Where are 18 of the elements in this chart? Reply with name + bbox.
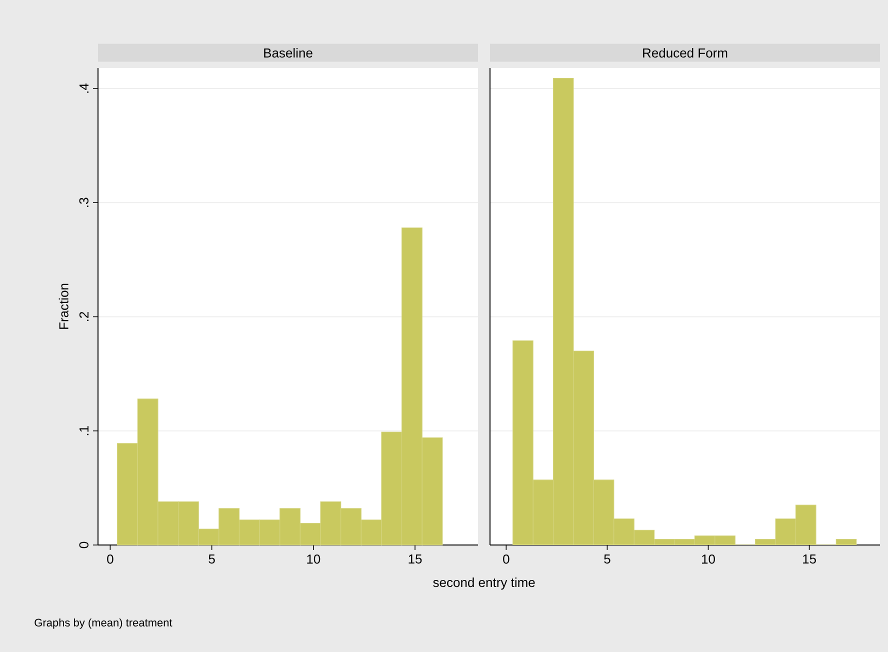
y-tick-label: .3 — [79, 198, 88, 207]
y-tick-label: .2 — [79, 312, 88, 321]
chart-title: Baseline — [264, 48, 312, 58]
y-axis-title: Fraction — [58, 284, 68, 329]
x-tick-label: 10 — [307, 554, 320, 564]
chart-title: Reduced Form — [643, 48, 728, 58]
x-tick-label: 0 — [503, 554, 510, 564]
x-tick-label: 10 — [702, 554, 715, 564]
x-tick-label: 5 — [604, 554, 610, 564]
x-tick-label: 15 — [408, 554, 422, 564]
y-tick-label: .1 — [80, 426, 88, 436]
x-axis-title: second entry time — [433, 578, 535, 590]
x-tick-label: 5 — [208, 554, 215, 564]
y-tick-label: .4 — [80, 83, 88, 93]
text: Graphs by (mean) treatment — [34, 618, 172, 629]
y-tick-label: 0 — [79, 542, 88, 548]
x-tick-label: 0 — [107, 554, 114, 564]
x-tick-label: 15 — [803, 554, 816, 564]
